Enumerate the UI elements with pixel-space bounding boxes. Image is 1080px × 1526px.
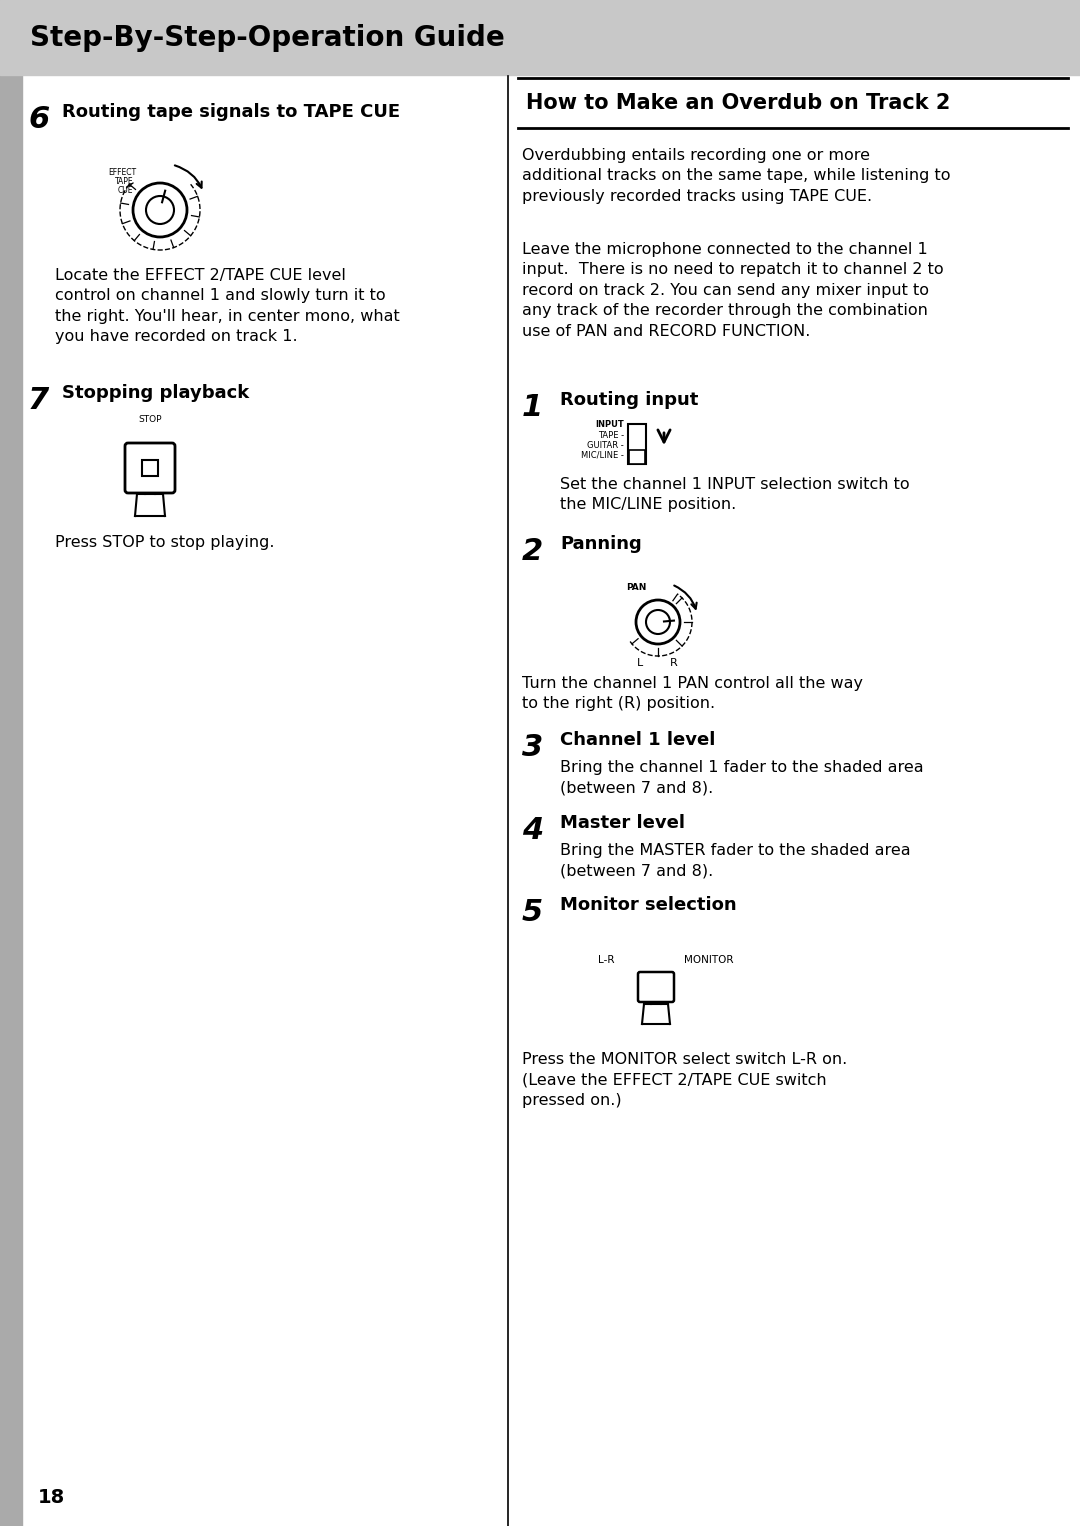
Text: STOP: STOP <box>138 415 162 424</box>
Text: Locate the EFFECT 2/TAPE CUE level
control on channel 1 and slowly turn it to
th: Locate the EFFECT 2/TAPE CUE level contr… <box>55 269 400 345</box>
Text: 7: 7 <box>28 386 50 415</box>
Text: Turn the channel 1 PAN control all the way
to the right (R) position.: Turn the channel 1 PAN control all the w… <box>522 676 863 711</box>
Text: L-R: L-R <box>598 955 615 964</box>
Text: 3: 3 <box>522 732 543 761</box>
Text: How to Make an Overdub on Track 2: How to Make an Overdub on Track 2 <box>526 93 950 113</box>
Text: 2: 2 <box>522 537 543 566</box>
Text: Set the channel 1 INPUT selection switch to
the MIC/LINE position.: Set the channel 1 INPUT selection switch… <box>561 478 909 513</box>
Text: 6: 6 <box>28 105 50 134</box>
Text: TAPE: TAPE <box>114 177 134 186</box>
Bar <box>141 459 158 476</box>
Text: R: R <box>670 658 678 668</box>
Text: Bring the MASTER fader to the shaded area
(between 7 and 8).: Bring the MASTER fader to the shaded are… <box>561 842 910 879</box>
Circle shape <box>646 610 670 633</box>
FancyBboxPatch shape <box>125 443 175 493</box>
FancyBboxPatch shape <box>638 972 674 1003</box>
Text: Master level: Master level <box>561 813 685 832</box>
Text: INPUT: INPUT <box>595 420 624 429</box>
Bar <box>0 0 22 1526</box>
Text: Overdubbing entails recording one or more
additional tracks on the same tape, wh: Overdubbing entails recording one or mor… <box>522 148 950 204</box>
Circle shape <box>133 183 187 237</box>
Text: Bring the channel 1 fader to the shaded area
(between 7 and 8).: Bring the channel 1 fader to the shaded … <box>561 760 923 795</box>
Bar <box>0 0 1080 75</box>
Text: MONITOR: MONITOR <box>684 955 733 964</box>
Text: Leave the microphone connected to the channel 1
input.  There is no need to repa: Leave the microphone connected to the ch… <box>522 243 944 339</box>
Text: 5: 5 <box>522 897 543 926</box>
Text: EFFECT: EFFECT <box>108 168 136 177</box>
Text: PAN: PAN <box>626 583 646 592</box>
Text: Routing input: Routing input <box>561 391 699 409</box>
Text: MIC/LINE -: MIC/LINE - <box>581 452 624 459</box>
Text: TAPE -: TAPE - <box>598 430 624 439</box>
Text: GUITAR -: GUITAR - <box>588 441 624 450</box>
Text: Step-By-Step-Operation Guide: Step-By-Step-Operation Guide <box>30 24 504 52</box>
Bar <box>629 450 645 464</box>
Circle shape <box>146 195 174 224</box>
Text: Press STOP to stop playing.: Press STOP to stop playing. <box>55 536 274 549</box>
Bar <box>627 424 646 464</box>
Text: Channel 1 level: Channel 1 level <box>561 731 715 749</box>
Text: CUE: CUE <box>118 186 134 195</box>
Circle shape <box>636 600 680 644</box>
Text: Stopping playback: Stopping playback <box>62 385 249 401</box>
Text: 4: 4 <box>522 816 543 845</box>
Text: 1: 1 <box>522 394 543 423</box>
Text: Monitor selection: Monitor selection <box>561 896 737 914</box>
Text: L: L <box>637 658 643 668</box>
Text: Routing tape signals to TAPE CUE: Routing tape signals to TAPE CUE <box>62 102 400 121</box>
Text: 18: 18 <box>38 1488 65 1508</box>
Text: Press the MONITOR select switch L-R on.
(Leave the EFFECT 2/TAPE CUE switch
pres: Press the MONITOR select switch L-R on. … <box>522 1051 847 1108</box>
Text: Panning: Panning <box>561 536 642 552</box>
